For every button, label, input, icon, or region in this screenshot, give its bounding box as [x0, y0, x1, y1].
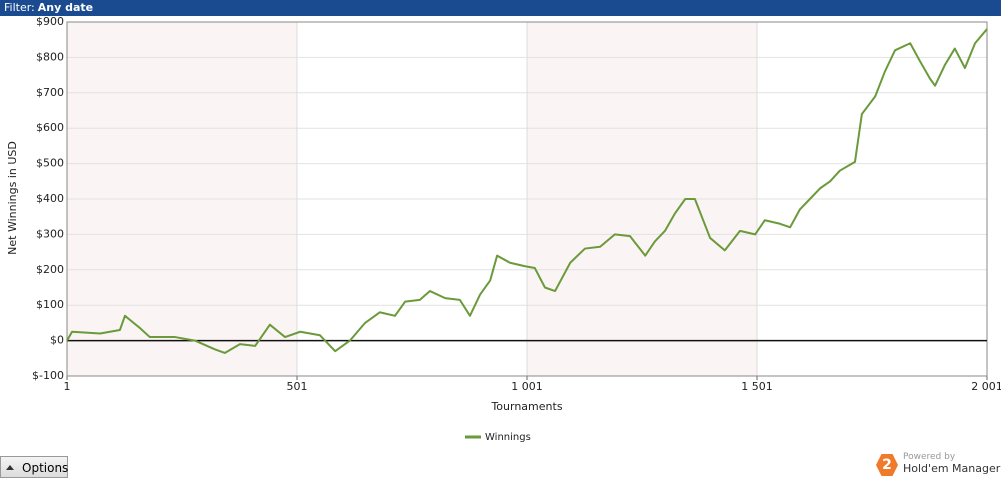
y-tick-label: $800 — [36, 50, 64, 63]
filter-label: Filter: — [4, 1, 35, 14]
y-tick-label: $100 — [36, 298, 64, 311]
y-tick-label: $500 — [36, 157, 64, 170]
x-tick-label: 2 001 — [971, 380, 1001, 393]
x-tick-label: 1 — [64, 380, 71, 393]
branding: 2 Powered by Hold'em Manager — [874, 452, 1001, 480]
y-tick-label: $700 — [36, 86, 64, 99]
y-tick-label: $0 — [50, 334, 64, 347]
y-tick-label: $200 — [36, 263, 64, 276]
chart: Net Winnings in USD Tournaments $-100 $0 $… — [6, 16, 1001, 443]
plot-frame — [66, 21, 988, 377]
y-tick-label: $600 — [36, 121, 64, 134]
options-button[interactable]: Options — [0, 456, 68, 478]
arrow-icon — [6, 465, 14, 470]
x-axis-label: Tournaments — [490, 400, 562, 413]
filter-value[interactable]: Any date — [37, 1, 94, 14]
x-tick-label: 1 001 — [511, 380, 543, 393]
powered-by: Powered by — [903, 452, 956, 462]
y-tick-label: $900 — [36, 16, 64, 28]
badge: 2 — [876, 454, 898, 476]
y-tick-label: $400 — [36, 192, 64, 205]
filter-bar[interactable]: Filter: Any date — [0, 0, 1001, 16]
y-tick-label: $300 — [36, 227, 64, 240]
x-tick-label: 1 501 — [741, 380, 773, 393]
product-name: Hold'em Manager — [903, 462, 1001, 475]
y-axis-label: Net Winnings in USD — [6, 141, 19, 255]
y-tick-label: $-100 — [32, 369, 64, 382]
legend-label: Winnings — [485, 432, 531, 443]
x-tick-label: 501 — [287, 380, 308, 393]
series-line — [66, 28, 988, 354]
options-label: Options — [22, 461, 69, 475]
